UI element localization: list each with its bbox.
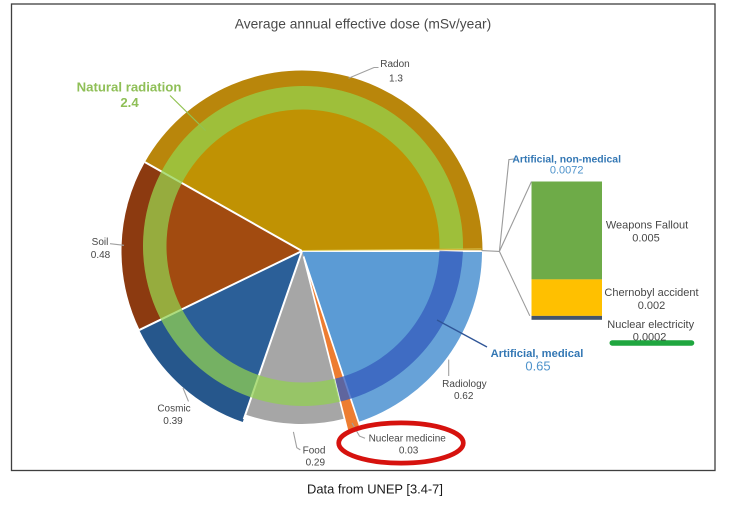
svg-text:Food: Food: [303, 446, 326, 457]
svg-text:Cosmic: Cosmic: [157, 404, 190, 415]
svg-text:Weapons Fallout: Weapons Fallout: [606, 219, 688, 231]
svg-text:0.62: 0.62: [454, 391, 474, 402]
svg-text:0.03: 0.03: [399, 446, 419, 457]
svg-text:0.005: 0.005: [632, 233, 660, 245]
svg-text:0.65: 0.65: [525, 359, 550, 374]
svg-text:Natural radiation: Natural radiation: [77, 80, 182, 95]
svg-text:Chernobyl accident: Chernobyl accident: [604, 287, 698, 299]
svg-text:Nuclear medicine: Nuclear medicine: [369, 434, 447, 445]
svg-text:1.3: 1.3: [389, 74, 403, 85]
svg-text:2.4: 2.4: [120, 95, 139, 110]
svg-text:0.0072: 0.0072: [550, 165, 584, 177]
svg-text:0.39: 0.39: [163, 416, 183, 427]
svg-text:0.002: 0.002: [638, 300, 666, 312]
svg-text:Radiology: Radiology: [442, 379, 486, 390]
svg-text:Average annual effective dose: Average annual effective dose (mSv/year): [235, 17, 491, 32]
svg-text:Data from UNEP [3.4-7]: Data from UNEP [3.4-7]: [307, 482, 443, 497]
svg-text:Nuclear electricity: Nuclear electricity: [607, 319, 694, 331]
svg-text:0.0002: 0.0002: [633, 332, 667, 344]
svg-text:0.29: 0.29: [306, 458, 326, 469]
svg-text:0.48: 0.48: [91, 250, 111, 261]
svg-text:Radon: Radon: [380, 59, 409, 70]
svg-text:Soil: Soil: [92, 237, 109, 248]
